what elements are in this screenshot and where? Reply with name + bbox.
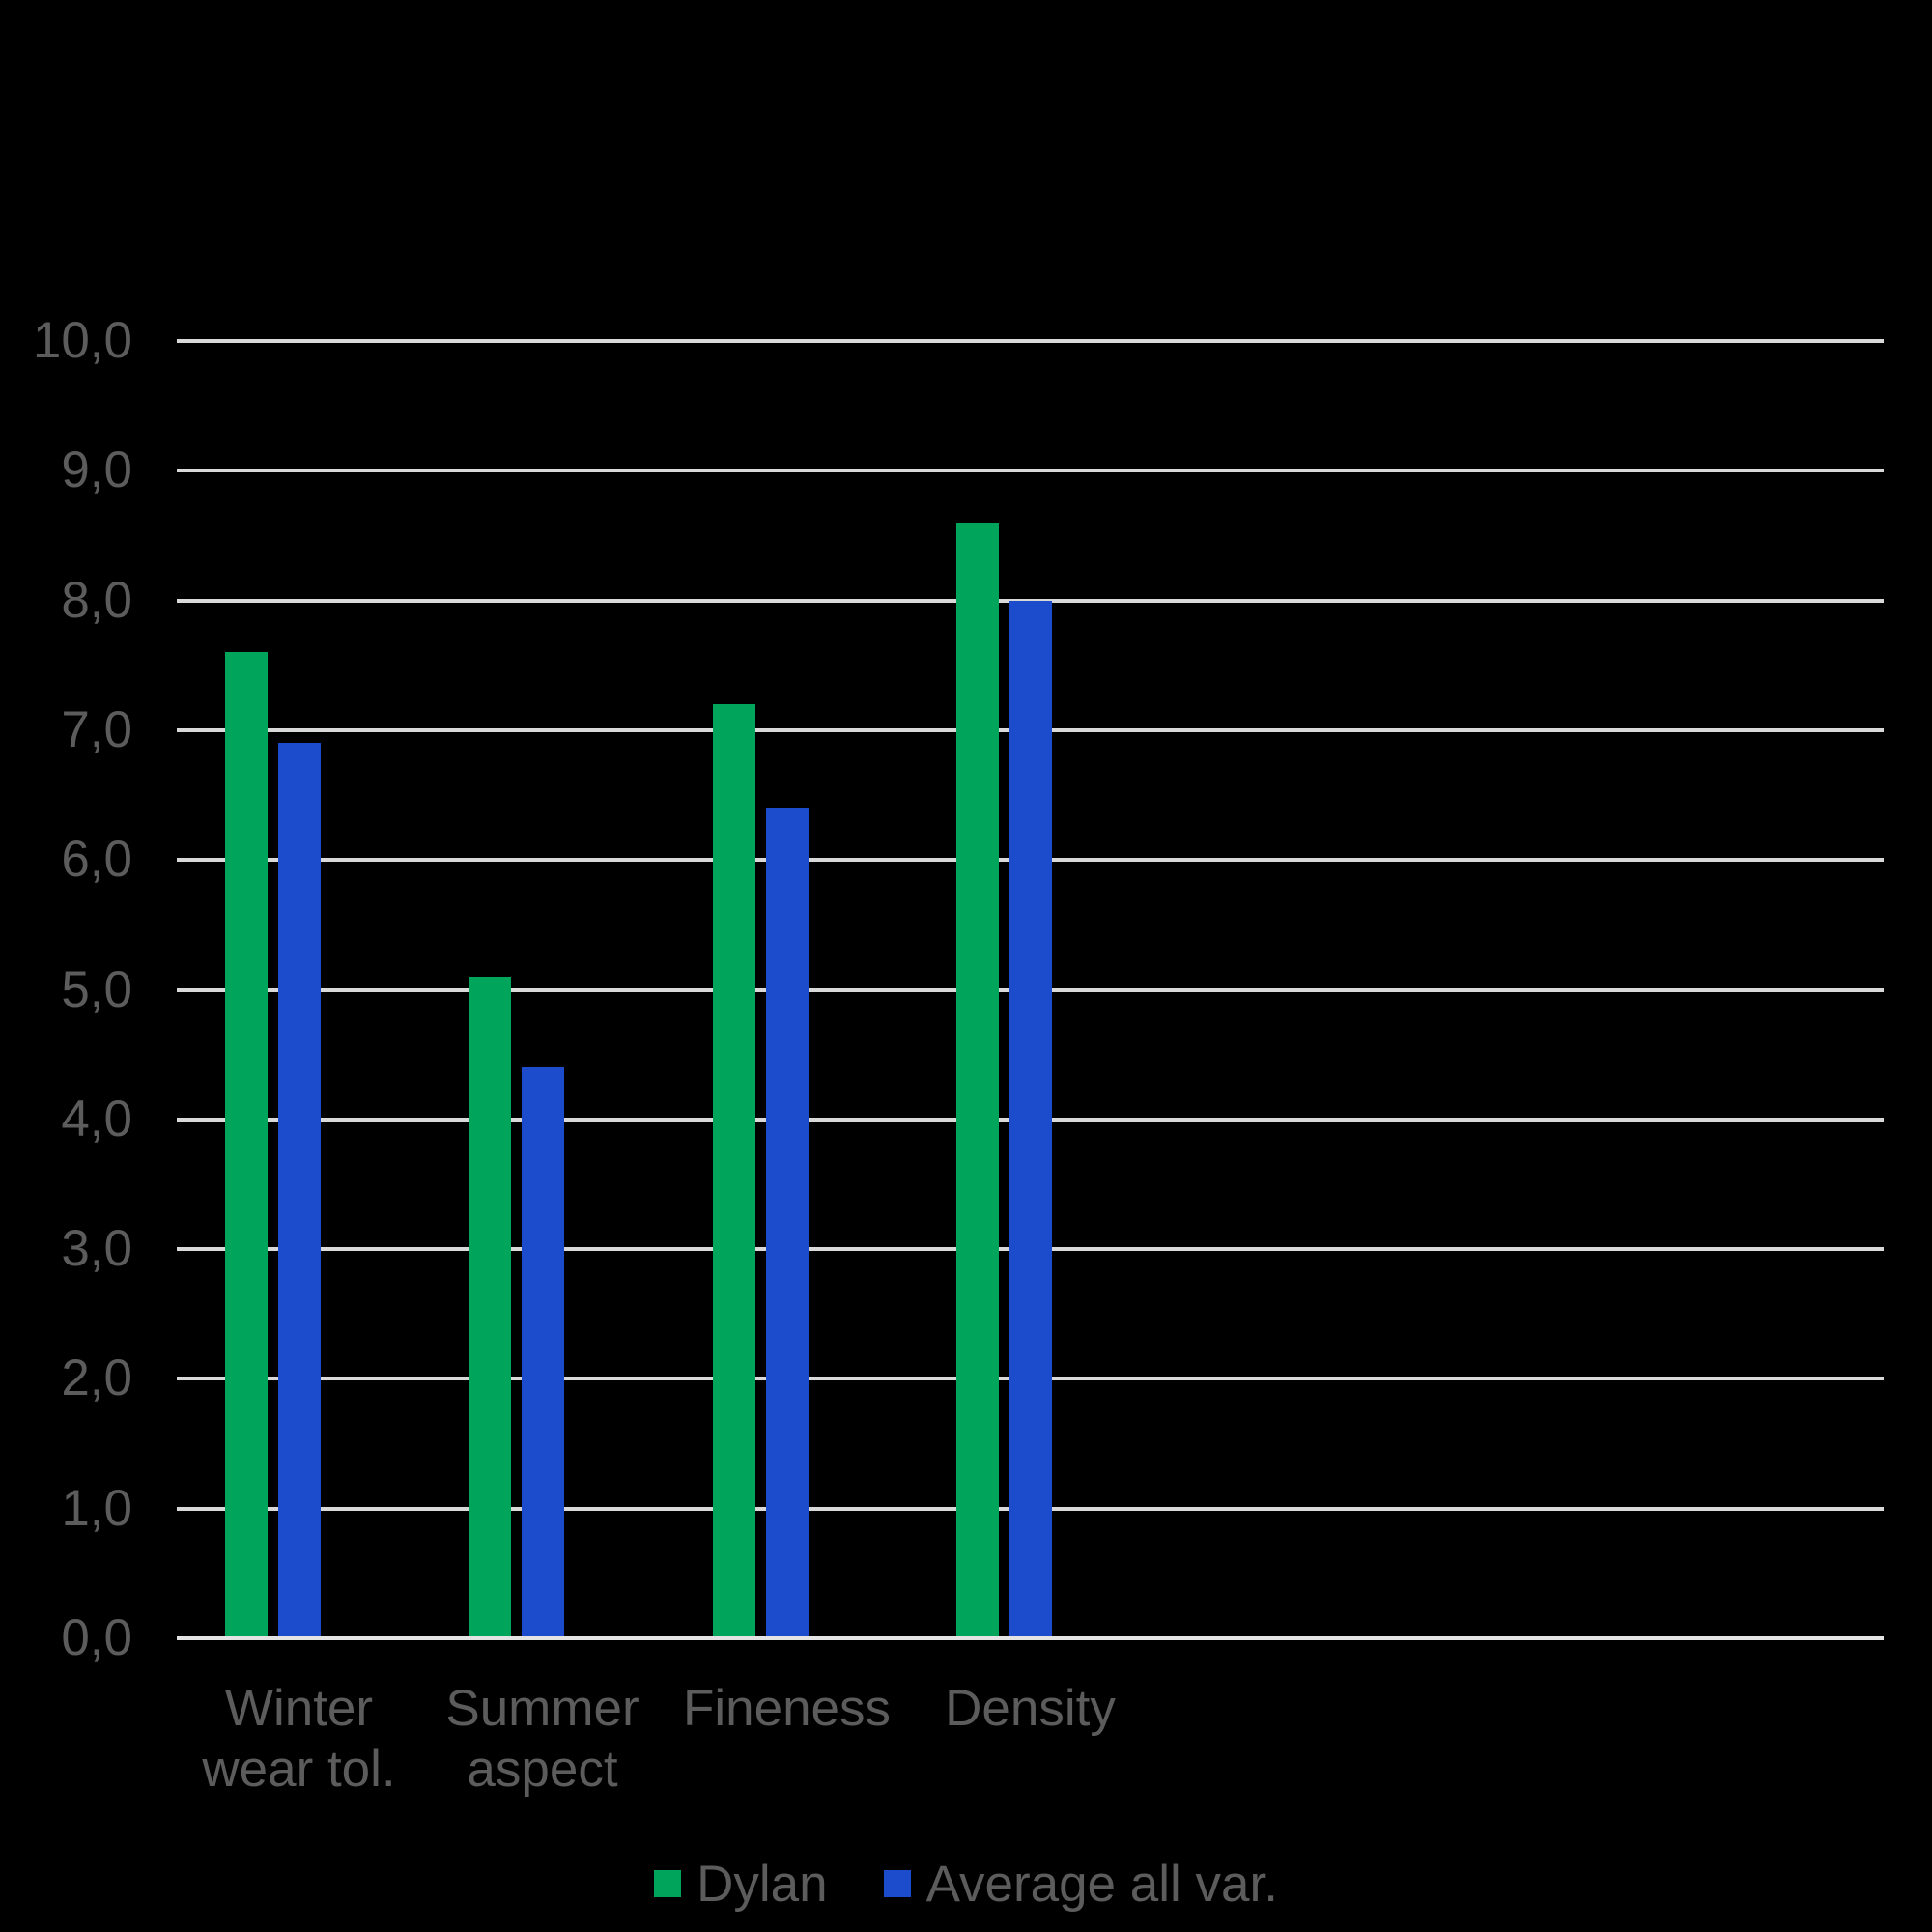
y-axis-tick-label-7-0: 7,0 [61,701,132,758]
y-axis-tick-label-8-0: 8,0 [61,572,132,629]
y-axis-tick-label-3-0: 3,0 [61,1220,132,1277]
y-axis-tick-label-4-0: 4,0 [61,1091,132,1148]
y-axis-tick-label-5-0: 5,0 [61,961,132,1018]
y-axis-tick-label-0-0: 0,0 [61,1609,132,1666]
bar-average-all-var-winter-wear-tol [278,743,321,1638]
bar-average-all-var-fineness [766,808,809,1638]
gridline-9 [177,469,1884,472]
x-axis-category-label-summer-aspect: Summer aspect [445,1680,639,1798]
x-axis-line [177,1636,1884,1640]
bar-dylan-density [956,523,999,1638]
bar-dylan-winter-wear-tol [225,652,268,1638]
legend-item-average-all-var: Average all var. [883,1855,1278,1914]
y-axis-tick-label-2-0: 2,0 [61,1350,132,1406]
y-axis-tick-label-1-0: 1,0 [61,1480,132,1537]
bar-average-all-var-density [1009,601,1052,1638]
y-axis-tick-label-6-0: 6,0 [61,831,132,888]
x-axis-category-label-fineness: Fineness [682,1680,892,1737]
bar-dylan-fineness [713,704,755,1638]
legend-item-dylan: Dylan [654,1855,828,1914]
gridline-10 [177,339,1884,343]
y-axis-tick-label-9-0: 9,0 [61,441,132,498]
y-axis-tick-label-10-0: 10,0 [32,312,132,369]
legend-swatch-icon-average-all-var [883,1870,911,1897]
x-axis-category-label-winter-wear-tol: Winter wear tol. [202,1680,396,1798]
bar-dylan-summer-aspect [469,977,511,1638]
x-axis-category-label-density: Density [945,1680,1116,1737]
legend-label-average-all-var: Average all var. [925,1855,1278,1913]
bar-average-all-var-summer-aspect [522,1067,564,1638]
legend-label-dylan: Dylan [696,1855,828,1913]
legend-swatch-icon-dylan [654,1870,682,1897]
legend: Dylan Average all var. [0,1840,1932,1927]
